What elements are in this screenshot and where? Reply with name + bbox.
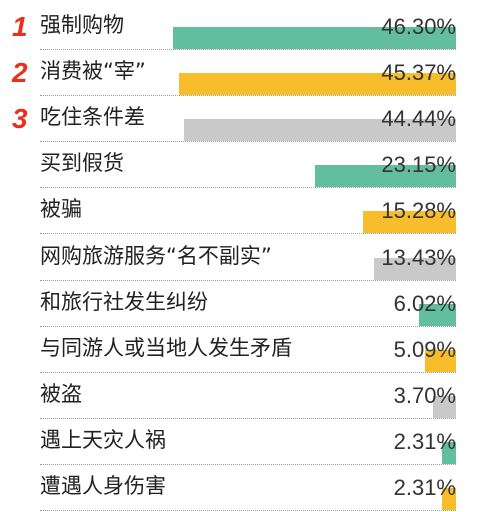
row-separator — [40, 417, 456, 419]
bar — [419, 303, 456, 326]
bar-row: 遇上天灾人祸 2.31% — [0, 419, 484, 465]
bar-row: 和旅行社发生纠纷 6.02% — [0, 281, 484, 327]
bar — [424, 349, 456, 372]
bar-row: 被盗 3.70% — [0, 373, 484, 419]
value-label: 2.31% — [393, 475, 456, 500]
bar — [441, 488, 456, 510]
bar-row: 1 强制购物 46.30% — [0, 4, 484, 50]
value-label: 15.28% — [381, 198, 456, 224]
row-separator — [40, 325, 456, 327]
category-label: 遇上天灾人祸 — [40, 427, 166, 452]
category-label: 网购旅游服务“名不副实” — [40, 243, 272, 268]
bar-row: 网购旅游服务“名不副实” 13.43% — [0, 235, 484, 281]
bar-row: 遭遇人身伤害 2.31% — [0, 465, 484, 511]
value-label: 44.44% — [381, 106, 456, 132]
category-label: 和旅行社发生纠纷 — [40, 289, 208, 314]
category-label: 买到假货 — [40, 151, 124, 176]
value-label: 46.30% — [381, 14, 456, 39]
value-label: 6.02% — [393, 290, 456, 316]
bar — [373, 257, 456, 280]
row-separator — [40, 279, 456, 281]
row-separator — [40, 141, 456, 143]
category-label: 与同游人或当地人发生矛盾 — [40, 335, 292, 360]
category-label: 强制购物 — [40, 13, 124, 37]
category-label: 被盗 — [40, 381, 82, 406]
bar — [184, 119, 456, 142]
row-separator — [40, 95, 456, 97]
category-label: 吃住条件差 — [40, 105, 145, 130]
bar — [433, 395, 456, 418]
value-label: 3.70% — [393, 382, 456, 408]
rank-number: 1 — [12, 11, 28, 42]
bar-row: 买到假货 23.15% — [0, 142, 484, 189]
value-label: 13.43% — [381, 244, 456, 270]
rank-number: 3 — [12, 103, 28, 135]
bar — [314, 165, 456, 188]
bar-row: 与同游人或当地人发生矛盾 5.09% — [0, 327, 484, 373]
row-separator — [40, 49, 456, 50]
bar — [178, 73, 456, 96]
row-separator — [40, 463, 456, 465]
value-label: 23.15% — [381, 152, 456, 178]
row-separator — [40, 187, 456, 189]
row-separator — [40, 233, 456, 235]
value-label: 45.37% — [381, 60, 456, 86]
category-label: 被骗 — [40, 197, 82, 222]
bar — [441, 441, 456, 464]
rank-number: 2 — [12, 57, 28, 89]
category-label: 遭遇人身伤害 — [40, 474, 166, 498]
row-separator — [40, 510, 456, 511]
value-label: 5.09% — [393, 336, 456, 362]
bar — [362, 211, 456, 234]
category-label: 消费被“宰” — [40, 59, 146, 84]
bar-row: 3 吃住条件差 44.44% — [0, 96, 484, 143]
bar-row: 被骗 15.28% — [0, 188, 484, 235]
value-label: 2.31% — [393, 428, 456, 454]
bar — [173, 27, 456, 49]
row-separator — [40, 371, 456, 373]
bar-row: 2 消费被“宰” 45.37% — [0, 50, 484, 97]
